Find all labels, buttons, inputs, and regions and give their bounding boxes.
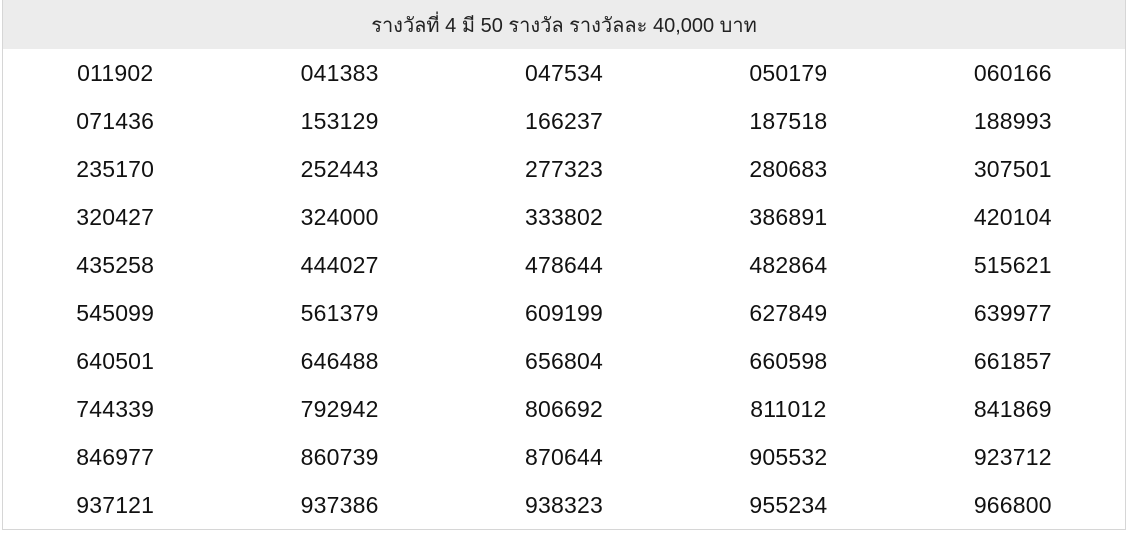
prize-number: 280683: [749, 155, 828, 182]
prize-number: 905532: [749, 443, 828, 470]
prize-number: 561379: [300, 299, 379, 326]
prize-number: 047534: [525, 59, 603, 86]
prize-number: 515621: [973, 251, 1052, 278]
prize-number: 420104: [973, 203, 1052, 230]
prize-number: 937121: [76, 491, 155, 518]
prize-number: 646488: [300, 347, 379, 374]
prize-number: 846977: [76, 443, 155, 470]
prize-number: 860739: [300, 443, 379, 470]
prize-number: 320427: [76, 203, 155, 230]
prize-number: 324000: [300, 203, 379, 230]
prize-number: 277323: [525, 155, 603, 182]
prize-number: 386891: [749, 203, 828, 230]
prize-number: 153129: [300, 107, 379, 134]
prize-number: 841869: [973, 395, 1052, 422]
prize-header: รางวัลที่ 4 มี 50 รางวัล รางวัลละ 40,000…: [3, 0, 1125, 49]
prize-number: 478644: [525, 251, 603, 278]
prize-number: 870644: [525, 443, 603, 470]
prize-number: 661857: [973, 347, 1052, 374]
prize-number: 966800: [973, 491, 1052, 518]
prize-number: 435258: [76, 251, 155, 278]
prize-number: 545099: [76, 299, 155, 326]
prize-number: 188993: [973, 107, 1052, 134]
prize-number: 937386: [300, 491, 379, 518]
prize-number: 482864: [749, 251, 828, 278]
prize-number: 050179: [749, 59, 828, 86]
prize-number: 166237: [525, 107, 603, 134]
prize-number: 609199: [525, 299, 603, 326]
prize-number: 639977: [973, 299, 1052, 326]
prize-number: 333802: [525, 203, 603, 230]
prize-number: 792942: [300, 395, 379, 422]
prize-number: 011902: [77, 59, 154, 86]
prize-number: 640501: [76, 347, 155, 374]
prize-number: 252443: [300, 155, 379, 182]
prize-number: 656804: [525, 347, 603, 374]
prize-number: 307501: [973, 155, 1052, 182]
prize-number: 235170: [76, 155, 155, 182]
prize-number: 187518: [749, 107, 828, 134]
prize-number: 444027: [300, 251, 379, 278]
prize-title: รางวัลที่ 4 มี 50 รางวัล รางวัลละ 40,000…: [371, 14, 757, 37]
prize-number: 660598: [749, 347, 828, 374]
prize-number: 041383: [300, 59, 379, 86]
prize-number: 938323: [525, 491, 603, 518]
prize-number: 627849: [749, 299, 828, 326]
prize-number: 955234: [749, 491, 828, 518]
prize-number: 806692: [525, 395, 603, 422]
prize-number: 744339: [76, 395, 155, 422]
prize-number: 811012: [750, 395, 827, 422]
prize-number: 060166: [973, 59, 1052, 86]
prize-number: 071436: [76, 107, 155, 134]
prize-numbers-grid: 011902 041383 047534 050179 060166 071436 1531…: [3, 49, 1125, 529]
prize-number: 923712: [973, 443, 1052, 470]
